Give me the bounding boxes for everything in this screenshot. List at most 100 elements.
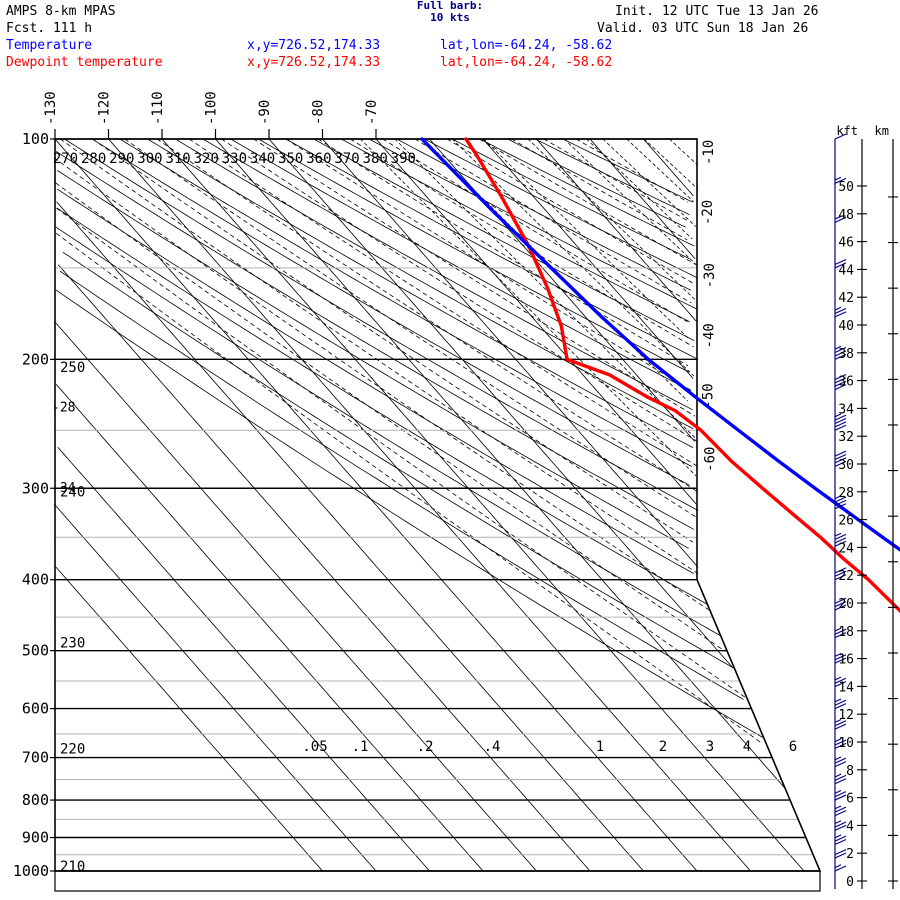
barb-legend-line1: Full barb: (416, 0, 484, 12)
isotherm-right-label: -30 (702, 263, 718, 288)
moist-adiabat-lines (53, 138, 763, 744)
temperature-xy: x,y=726.52,174.33 (247, 38, 381, 53)
theta-top-label: 380 (363, 151, 388, 167)
isotherm-top-label: -80 (311, 100, 327, 125)
theta-left-label: 220 (60, 741, 85, 757)
theta-top-label: 300 (137, 151, 162, 167)
mixing-ratio-label: 1 (596, 739, 604, 755)
isotherm-top-label: -90 (257, 100, 273, 125)
isotherm-top-label: -110 (150, 91, 166, 125)
mixing-ratio-label: .4 (484, 739, 501, 755)
temperature-latlon: lat,lon=-64.24, -58.62 (440, 38, 613, 53)
kft-tick-label: 18 (838, 625, 854, 640)
kft-tick-label: 40 (838, 319, 854, 334)
pressure-tick-label: 1000 (13, 862, 49, 880)
theta-axis-labels: 270 280 290 300 310 320 330 340 350 360 370 380 390 2… (52, 151, 416, 875)
theta-extra-label: -28 (52, 401, 75, 416)
isotherm-lines (53, 138, 805, 872)
model-title: AMPS 8-km MPAS (6, 4, 116, 19)
isotherm-top-label: -130 (43, 91, 59, 125)
pressure-tick-label: 100 (22, 130, 49, 148)
kft-tick-label: 20 (838, 597, 854, 612)
theta-top-label: 330 (222, 151, 247, 167)
isotherm-top-label: -120 (97, 91, 113, 125)
dewpoint-legend: Dewpoint temperature (6, 55, 163, 70)
kft-tick-label: 44 (838, 263, 854, 278)
dewpoint-xy: x,y=726.52,174.33 (247, 55, 381, 70)
theta-left-label: 250 (60, 360, 85, 376)
kft-tick-label: 24 (838, 541, 854, 556)
dewpoint-curve[interactable] (464, 137, 900, 871)
isotherm-right-label: -10 (701, 140, 717, 165)
theta-top-label: 310 (165, 151, 190, 167)
km-axis-title: km (875, 124, 889, 138)
theta-left-label: 230 (60, 635, 85, 651)
theta-top-label: 320 (194, 151, 219, 167)
kft-tick-label: 26 (838, 514, 854, 529)
pressure-tick-label: 700 (22, 749, 49, 767)
theta-left-label: 240 (60, 484, 85, 500)
kft-tick-label: 2 (846, 847, 854, 862)
mixing-ratio-lines (360, 138, 699, 476)
kft-tick-label: 8 (846, 764, 854, 779)
kft-tick-label: 22 (838, 569, 854, 584)
isotherm-top-label: -100 (204, 91, 220, 125)
kft-axis-title: kft (836, 124, 858, 138)
kft-tick-label: 46 (838, 236, 854, 251)
theta-top-label: 360 (306, 151, 331, 167)
theta-top-label: 290 (109, 151, 134, 167)
mixing-ratio-label: 2 (659, 739, 667, 755)
init-time: Init. 12 UTC Tue 13 Jan 26 (615, 4, 819, 19)
isotherm-axis-labels: -130 -120 -110 -100 -90 -80 -70-60-50-40-30-20… (43, 91, 719, 472)
kft-tick-label: 16 (838, 653, 854, 668)
wind-barb-column[interactable] (834, 133, 847, 889)
plot-frame (54, 138, 822, 892)
valid-time: Valid. 03 UTC Sun 18 Jan 26 (597, 21, 809, 36)
mixing-ratio-label: 6 (789, 739, 797, 755)
isotherm-right-label: -40 (701, 323, 717, 348)
pressure-tick-label: 600 (22, 700, 49, 718)
pressure-axis-labels: 100 200 300 400 500 600 700 800 900 1000 (13, 130, 55, 880)
kft-tick-label: 4 (846, 819, 854, 834)
theta-top-label: 370 (334, 151, 359, 167)
pressure-tick-label: 900 (22, 829, 49, 847)
pressure-tick-label: 300 (22, 479, 49, 497)
dewpoint-latlon: lat,lon=-64.24, -58.62 (440, 55, 613, 70)
pressure-tick-label: 800 (22, 791, 49, 809)
mixing-ratio-labels: .05 .1 .2 .4 1 2 3 4 6 (302, 739, 797, 755)
pressure-tick-label: 400 (22, 571, 49, 589)
theta-left-label: 210 (60, 859, 85, 875)
kft-tick-label: 6 (846, 792, 854, 807)
kft-tick-label: 14 (838, 680, 854, 695)
kft-tick-label: 28 (838, 486, 854, 501)
forecast-hour: Fcst. 111 h (6, 21, 93, 36)
kft-tick-label: 50 (838, 180, 854, 195)
kft-tick-label: 42 (838, 291, 854, 306)
mixing-ratio-label: .2 (417, 739, 434, 755)
kft-tick-label: 36 (838, 375, 854, 390)
theta-top-label: 280 (81, 151, 106, 167)
theta-top-label: 350 (278, 151, 303, 167)
pressure-tick-label: 500 (22, 642, 49, 660)
mixing-ratio-label: 3 (706, 739, 714, 755)
wind-barb-legend: Full barb: 10 kts (0, 0, 900, 24)
kft-tick-label: 10 (838, 736, 854, 751)
mixing-ratio-label: 4 (743, 739, 751, 755)
barb-legend-line2: 10 kts (430, 11, 470, 24)
theta-top-label: 340 (250, 151, 275, 167)
kft-tick-label: 12 (838, 708, 854, 723)
pressure-tick-label: 200 (22, 350, 49, 368)
isobar-lines (55, 138, 820, 872)
kft-tick-label: 48 (838, 208, 854, 223)
theta-top-label: 390 (391, 151, 416, 167)
temperature-curve[interactable] (420, 137, 900, 871)
theta-extra-label: -34 (52, 481, 76, 496)
isotherm-top-label: -70 (364, 100, 380, 125)
kft-tick-label: 0 (846, 875, 854, 890)
temperature-legend: Temperature (6, 38, 93, 53)
isotherm-right-label: -20 (700, 200, 716, 225)
mixing-ratio-label: .05 (302, 739, 327, 755)
kft-tick-label: 32 (838, 430, 854, 445)
mixing-ratio-label: .1 (352, 739, 369, 755)
